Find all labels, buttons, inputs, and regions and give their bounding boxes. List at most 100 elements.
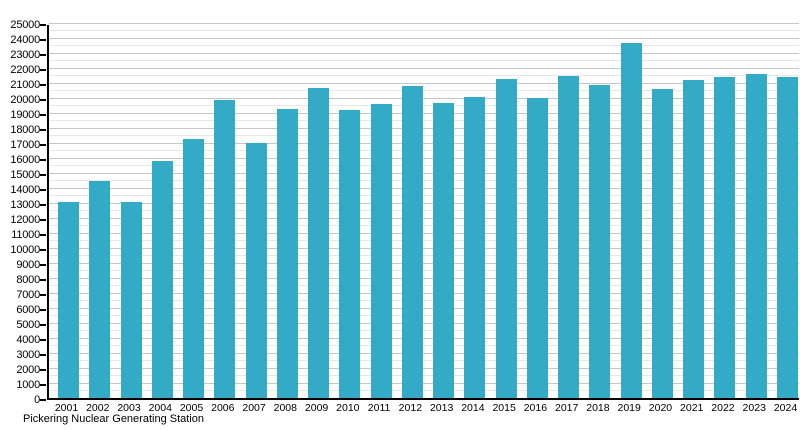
y-axis-tick xyxy=(40,54,46,56)
x-tick-label: 2006 xyxy=(211,402,235,414)
minor-gridline xyxy=(49,315,799,316)
y-axis-tick xyxy=(40,339,46,341)
bar xyxy=(526,98,548,398)
x-tick-label: 2011 xyxy=(367,402,391,414)
x-tick-label: 2016 xyxy=(523,402,548,414)
y-axis-tick xyxy=(40,69,46,71)
minor-gridline xyxy=(49,195,799,196)
chart-caption: Pickering Nuclear Generating Station xyxy=(23,413,204,425)
bar xyxy=(370,104,392,398)
minor-gridline xyxy=(49,255,799,256)
bar xyxy=(276,108,298,398)
x-tick-label: 2015 xyxy=(492,402,516,414)
minor-gridline xyxy=(49,210,799,211)
bar xyxy=(651,89,673,398)
minor-gridline xyxy=(49,300,799,301)
y-tick-label: 10000 xyxy=(10,244,40,256)
y-axis-tick xyxy=(40,99,46,101)
major-gridline xyxy=(49,113,799,114)
minor-gridline xyxy=(49,225,799,226)
major-gridline xyxy=(49,128,799,129)
minor-gridline xyxy=(49,345,799,346)
major-gridline xyxy=(49,203,799,204)
y-tick-label: 2000 xyxy=(16,364,40,376)
bar xyxy=(777,77,798,398)
y-tick-label: 0 xyxy=(34,394,40,406)
bar xyxy=(120,201,142,398)
major-gridline xyxy=(49,338,799,339)
x-tick-label: 2004 xyxy=(148,402,172,414)
y-tick-label: 4000 xyxy=(16,334,40,346)
major-gridline xyxy=(49,173,799,174)
y-tick-label: 20000 xyxy=(10,94,40,106)
y-axis-tick xyxy=(40,369,46,371)
y-tick-label: 15000 xyxy=(10,169,40,181)
bar xyxy=(183,138,205,398)
minor-gridline xyxy=(49,180,799,181)
minor-gridline xyxy=(49,270,799,271)
bar xyxy=(745,74,767,398)
y-tick-label: 17000 xyxy=(10,139,40,151)
bar xyxy=(214,99,236,398)
y-tick-label: 24000 xyxy=(10,34,40,46)
major-gridline xyxy=(49,323,799,324)
x-tick-label: 2003 xyxy=(117,402,141,414)
x-tick-label: 2019 xyxy=(617,402,641,414)
y-axis-tick xyxy=(40,189,46,191)
bar xyxy=(589,84,611,398)
y-axis-tick xyxy=(40,324,46,326)
x-tick-label: 2018 xyxy=(586,402,610,414)
y-tick-label: 21000 xyxy=(10,79,40,91)
major-gridline xyxy=(49,38,799,39)
major-gridline xyxy=(49,23,799,24)
y-tick-label: 8000 xyxy=(16,274,40,286)
bar xyxy=(495,78,517,398)
x-tick-label: 2007 xyxy=(242,402,266,414)
major-gridline xyxy=(49,83,799,84)
x-tick-label: 2009 xyxy=(304,402,329,414)
y-axis-tick xyxy=(40,39,46,41)
minor-gridline xyxy=(49,330,799,331)
x-tick-label: 2005 xyxy=(179,402,204,414)
bar xyxy=(339,110,361,398)
y-tick-label: 18000 xyxy=(10,124,40,136)
minor-gridline xyxy=(49,150,799,151)
major-gridline xyxy=(49,188,799,189)
bar xyxy=(464,96,486,398)
y-tick-label: 14000 xyxy=(10,184,40,196)
major-gridline xyxy=(49,353,799,354)
major-gridline xyxy=(49,278,799,279)
y-axis-tick xyxy=(40,354,46,356)
minor-gridline xyxy=(49,75,799,76)
minor-gridline xyxy=(49,90,799,91)
major-gridline xyxy=(49,383,799,384)
major-gridline xyxy=(49,68,799,69)
x-tick-label: 2020 xyxy=(648,402,673,414)
y-tick-label: 19000 xyxy=(10,109,40,121)
x-tick-label: 2023 xyxy=(742,402,766,414)
major-gridline xyxy=(49,308,799,309)
plot-area xyxy=(47,23,799,400)
minor-gridline xyxy=(49,285,799,286)
bar xyxy=(433,102,455,398)
x-tick-label: 2002 xyxy=(86,402,110,414)
major-gridline xyxy=(49,143,799,144)
y-axis-tick xyxy=(40,399,46,401)
y-axis-tick xyxy=(40,84,46,86)
y-axis-tick xyxy=(40,264,46,266)
major-gridline xyxy=(49,158,799,159)
y-axis-tick xyxy=(40,159,46,161)
y-axis-tick xyxy=(40,129,46,131)
y-axis-tick xyxy=(40,24,46,26)
x-tick-label: 2017 xyxy=(554,402,579,414)
y-tick-label: 1000 xyxy=(16,379,40,391)
major-gridline xyxy=(49,233,799,234)
minor-gridline xyxy=(49,135,799,136)
y-tick-label: 9000 xyxy=(16,259,40,271)
major-gridline xyxy=(49,248,799,249)
y-tick-label: 6000 xyxy=(16,304,40,316)
y-axis-tick xyxy=(40,219,46,221)
bar xyxy=(245,143,267,398)
y-tick-label: 12000 xyxy=(10,214,40,226)
